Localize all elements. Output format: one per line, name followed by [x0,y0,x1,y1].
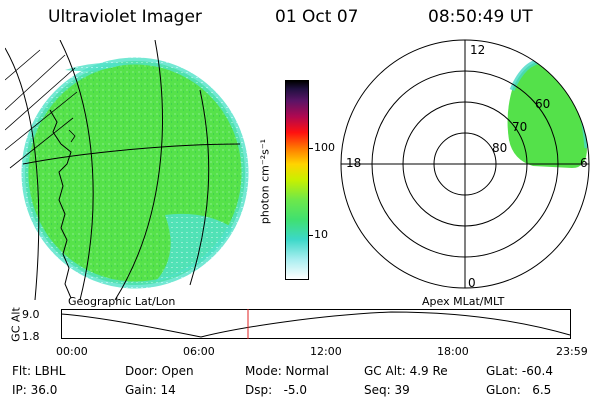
geo-caption: Geographic Lat/Lon [68,295,176,308]
info-gain: Gain: 14 [125,383,176,397]
mlt-label-18: 18 [346,156,362,170]
time-label: 08:50:49 UT [428,7,533,27]
info-door: Door: Open [125,364,194,378]
geographic-image [5,40,249,300]
altitude-xtick-0000: 00:00 [56,345,88,358]
altitude-curve [60,311,571,338]
info-glat: GLat: -60.4 [486,364,553,378]
colorbar-unit-label: photon cm⁻²s⁻¹ [258,138,272,225]
apex-caption: Apex MLat/MLT [422,295,505,308]
mlt-label-6: 6 [580,156,588,170]
altitude-ylabel: GC Alt [9,307,23,342]
altitude-ytick-low: 1.8 [22,330,40,343]
colorbar [285,80,309,280]
instrument-title: Ultraviolet Imager [48,7,202,27]
info-ip: IP: 36.0 [12,383,58,397]
mlat-label-80: 80 [492,141,508,155]
info-mode: Mode: Normal [245,364,329,378]
altitude-xtick-1800: 18:00 [437,345,469,358]
altitude-xtick-2359: 23:59 [556,345,588,358]
mlat-label-60: 60 [535,97,551,111]
altitude-xtick-0600: 06:00 [183,345,215,358]
altitude-plot [60,309,571,339]
info-glon: GLon: 6.5 [486,383,552,397]
apex-polar-plot [340,39,590,289]
info-filter: Flt: LBHL [12,364,66,378]
date-label: 01 Oct 07 [275,7,359,27]
info-gc-alt: GC Alt: 4.9 Re [364,364,448,378]
mlat-label-70: 70 [512,120,528,134]
mlt-label-0: 0 [468,276,476,290]
info-seq: Seq: 39 [364,383,410,397]
altitude-xtick-1200: 12:00 [310,345,342,358]
info-dsp: Dsp: -5.0 [245,383,308,397]
colorbar-tick-100: 100 [314,141,335,154]
colorbar-tick-10: 10 [314,228,328,241]
altitude-ytick-high: 9.0 [22,308,40,321]
mlt-label-12: 12 [470,43,486,57]
